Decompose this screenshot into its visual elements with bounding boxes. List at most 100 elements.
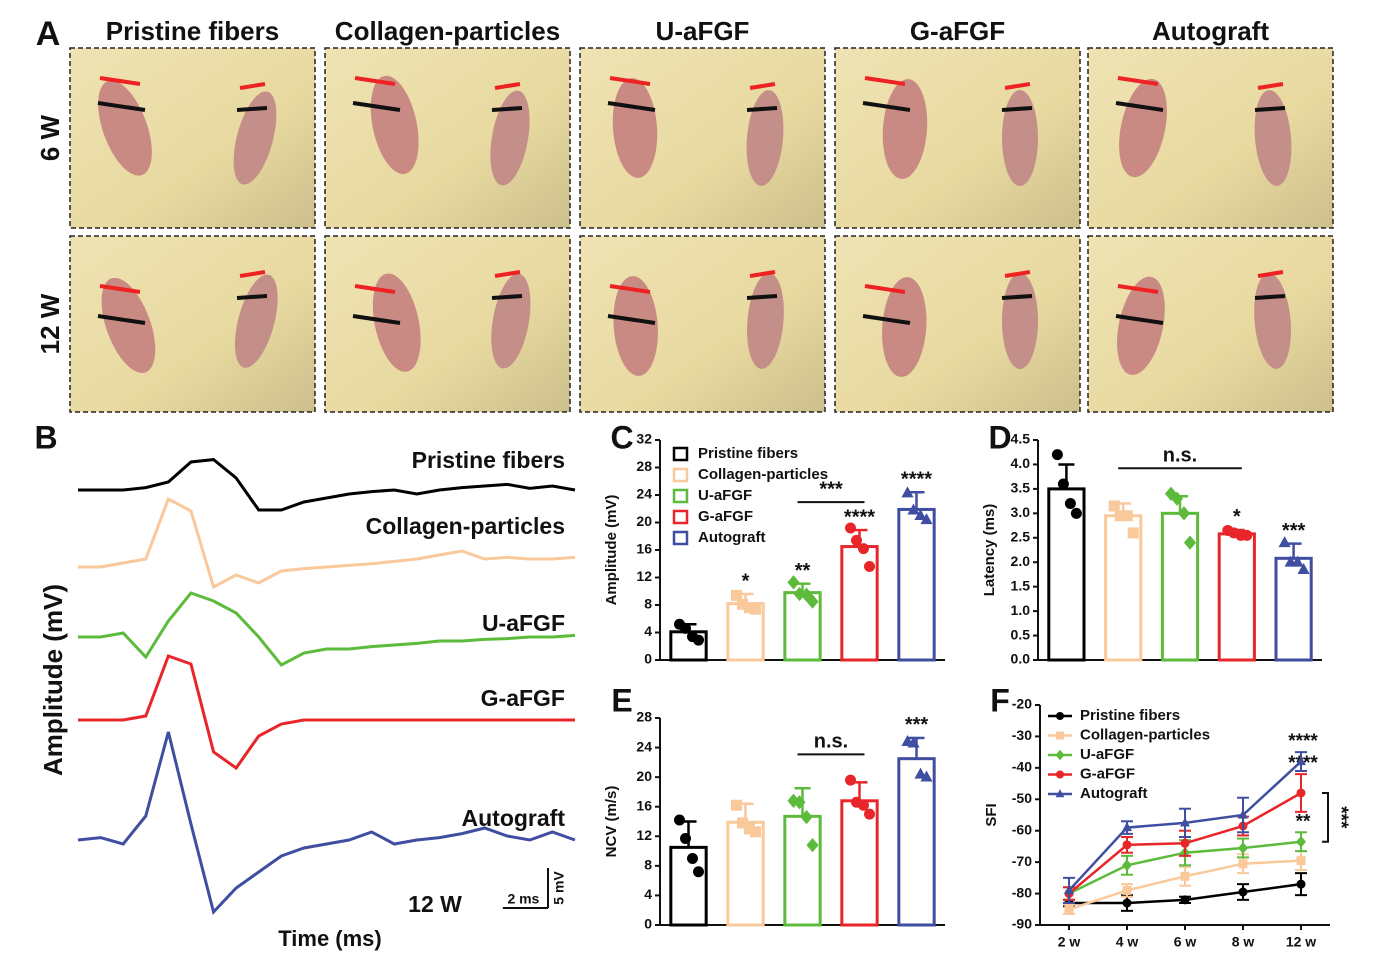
print-width <box>352 314 401 325</box>
column-header: U-aFGF <box>656 16 750 46</box>
point <box>1064 885 1074 895</box>
print-width <box>236 294 268 300</box>
significance: *** <box>905 714 929 736</box>
trace <box>77 731 576 916</box>
print-width <box>352 101 401 112</box>
point <box>693 634 704 646</box>
point <box>1064 904 1074 914</box>
trace-label: Autograft <box>462 805 566 831</box>
point <box>920 513 933 525</box>
legend-swatch <box>672 509 689 525</box>
print-length <box>609 284 651 294</box>
bar <box>1217 532 1256 662</box>
y-tick-label: 2.5 <box>1011 528 1031 544</box>
point <box>687 852 698 864</box>
print-width <box>607 314 656 325</box>
y-axis-label: NCV (m/s) <box>603 786 620 858</box>
paw <box>1117 276 1165 375</box>
paw <box>490 90 530 186</box>
photo <box>325 236 570 412</box>
y-tick-label: 12 <box>636 568 652 584</box>
significance: *** <box>1282 520 1306 542</box>
legend-swatch <box>672 446 689 462</box>
point <box>1177 506 1191 521</box>
legend-swatch <box>672 488 689 504</box>
point <box>750 603 761 615</box>
photo-frame <box>834 47 1081 229</box>
point <box>1296 835 1306 848</box>
trace <box>78 458 576 512</box>
y-tick-label: 8 <box>644 857 652 873</box>
print-width <box>1001 294 1033 300</box>
y-tick-label: 16 <box>636 541 652 557</box>
print-width <box>862 101 911 112</box>
print-length <box>1004 82 1031 90</box>
paw <box>370 75 419 175</box>
bar <box>897 757 936 927</box>
print-length <box>1117 76 1159 86</box>
y-tick-label: 1.0 <box>1011 602 1031 618</box>
point <box>1051 449 1063 461</box>
photo-frame <box>579 47 826 229</box>
x-tick-label: 6 w <box>1174 934 1197 950</box>
y-axis-label: Amplitude (mV) <box>38 584 68 776</box>
print-width <box>1001 106 1033 112</box>
row-label: 12 W <box>35 293 65 354</box>
paw <box>1254 90 1292 186</box>
print-width <box>1254 294 1286 300</box>
y-tick-label: 20 <box>636 768 652 784</box>
y-axis-label: Amplitude (mV) <box>603 495 620 606</box>
legend-swatch <box>672 467 689 483</box>
point <box>1108 500 1120 512</box>
y-tick-label: 2.0 <box>1011 553 1031 569</box>
print-length <box>354 284 396 294</box>
legend-label: Collagen-particles <box>698 466 828 483</box>
column-header: Collagen-particles <box>335 16 560 46</box>
point <box>1180 871 1190 881</box>
point <box>1122 840 1132 850</box>
point <box>1070 507 1082 519</box>
y-axis-label: Latency (ms) <box>981 504 998 597</box>
bar <box>1104 514 1143 662</box>
print-width <box>746 294 778 300</box>
point <box>1122 859 1132 872</box>
point <box>1122 898 1132 908</box>
print-width <box>491 106 523 112</box>
row-label: 6 W <box>35 114 65 161</box>
column-header: Pristine fibers <box>106 16 279 46</box>
y-tick-label: 4 <box>644 623 652 639</box>
point <box>1121 510 1133 522</box>
point <box>1122 822 1132 832</box>
point <box>806 838 819 853</box>
print-width <box>1115 314 1164 325</box>
point <box>858 543 869 555</box>
trace <box>78 591 576 667</box>
point <box>864 808 875 820</box>
print-length <box>1257 270 1284 278</box>
paw <box>746 90 784 186</box>
point <box>787 793 800 808</box>
legend-label: G-aFGF <box>1080 765 1135 782</box>
photo-frame <box>1087 235 1334 413</box>
print-length <box>749 82 776 90</box>
point <box>744 823 755 835</box>
y-tick-label: 32 <box>636 431 652 447</box>
x-axis-label: Time (ms) <box>278 926 382 951</box>
paw <box>613 276 658 376</box>
x-tick-label: 12 w <box>1286 934 1316 950</box>
y-tick-label: 0.5 <box>1011 626 1031 642</box>
panel-letter: B <box>34 419 57 455</box>
bar <box>897 507 936 662</box>
bracket <box>1322 792 1329 843</box>
panel-letter: A <box>36 15 61 53</box>
point <box>1296 756 1306 766</box>
y-tick-label: 28 <box>636 458 652 474</box>
significance: **** <box>901 469 932 491</box>
point <box>693 866 704 878</box>
point <box>1180 838 1190 848</box>
print-width <box>1254 106 1286 112</box>
bracket-label: *** <box>819 478 843 500</box>
point <box>1170 491 1184 506</box>
print-length <box>239 270 266 278</box>
